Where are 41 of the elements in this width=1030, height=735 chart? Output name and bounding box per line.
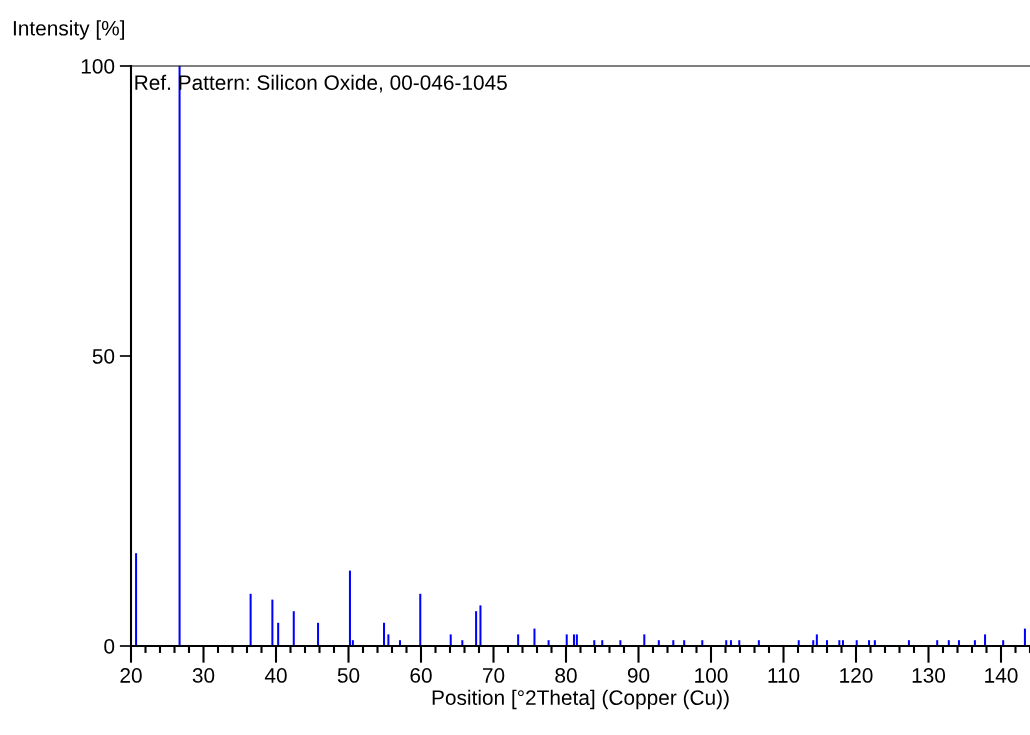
x-tick-label: 20: [120, 668, 142, 683]
x-tick-label: 140: [985, 668, 1018, 683]
x-tick-label: 100: [695, 668, 728, 683]
bar: [449, 634, 452, 646]
bar: [984, 634, 987, 646]
bar: [383, 622, 386, 646]
x-tick-label: 40: [264, 668, 287, 683]
x-tick-label: 120: [840, 668, 873, 683]
x-tick-label: 70: [482, 668, 505, 683]
x-tick-label: 50: [337, 668, 360, 683]
y-tick-label: 0: [104, 639, 115, 654]
bar: [277, 622, 280, 646]
bar: [479, 605, 482, 646]
x-axis-title: Position [°2Theta] (Copper (Cu)): [432, 689, 729, 710]
bar: [387, 634, 390, 646]
x-tick-label: 30: [192, 668, 215, 683]
bar: [292, 611, 295, 646]
y-axis-title: Intensity [%]: [13, 20, 124, 40]
bar: [533, 628, 536, 646]
x-tick-label: 60: [410, 668, 432, 683]
bar: [517, 634, 520, 646]
bar: [419, 593, 422, 646]
bar: [575, 634, 578, 646]
bar: [643, 634, 646, 646]
bar: [565, 634, 568, 646]
y-tick-label: 100: [81, 59, 115, 74]
x-tick-label: 80: [555, 668, 577, 683]
y-tick-label: 50: [92, 349, 115, 364]
x-tick-label: 110: [768, 668, 800, 683]
bar: [178, 66, 181, 646]
bar: [348, 570, 351, 646]
bar: [135, 553, 138, 646]
bar: [249, 593, 252, 646]
x-tick-label: 90: [627, 668, 650, 683]
bar: [815, 634, 818, 646]
x-tick-label: 130: [912, 668, 946, 683]
bar: [271, 599, 274, 646]
bar: [1023, 628, 1026, 646]
bar: [572, 634, 575, 646]
bar: [475, 611, 478, 646]
bar: [317, 622, 320, 646]
